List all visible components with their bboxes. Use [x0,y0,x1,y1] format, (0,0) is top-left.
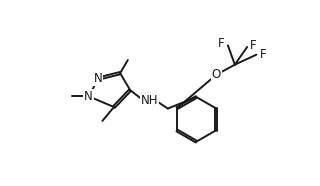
Text: O: O [212,68,221,81]
Text: F: F [250,39,256,52]
Text: F: F [260,48,267,61]
Text: F: F [217,37,224,50]
Text: N: N [93,72,102,85]
Text: N: N [84,90,93,103]
Text: NH: NH [140,94,158,107]
